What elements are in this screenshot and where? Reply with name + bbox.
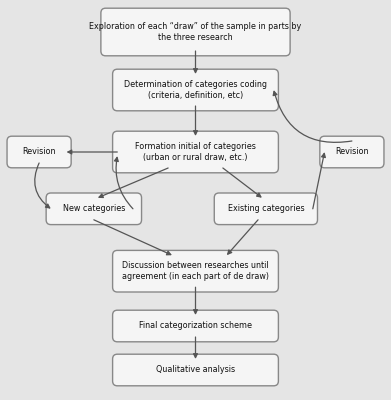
Text: Determination of categories coding
(criteria, definition, etc): Determination of categories coding (crit… bbox=[124, 80, 267, 100]
FancyBboxPatch shape bbox=[7, 136, 71, 168]
Text: Revision: Revision bbox=[22, 148, 56, 156]
FancyBboxPatch shape bbox=[113, 354, 278, 386]
FancyBboxPatch shape bbox=[113, 310, 278, 342]
Text: Discussion between researches until
agreement (in each part of de draw): Discussion between researches until agre… bbox=[122, 261, 269, 281]
FancyBboxPatch shape bbox=[320, 136, 384, 168]
Text: Formation initial of categories
(urban or rural draw, etc.): Formation initial of categories (urban o… bbox=[135, 142, 256, 162]
FancyBboxPatch shape bbox=[113, 250, 278, 292]
FancyBboxPatch shape bbox=[46, 193, 142, 225]
FancyBboxPatch shape bbox=[113, 131, 278, 173]
FancyBboxPatch shape bbox=[101, 8, 290, 56]
Text: Revision: Revision bbox=[335, 148, 369, 156]
Text: New categories: New categories bbox=[63, 204, 125, 213]
Text: Existing categories: Existing categories bbox=[228, 204, 304, 213]
Text: Exploration of each “draw” of the sample in parts by
the three research: Exploration of each “draw” of the sample… bbox=[90, 22, 301, 42]
Text: Final categorization scheme: Final categorization scheme bbox=[139, 322, 252, 330]
FancyBboxPatch shape bbox=[214, 193, 317, 225]
Text: Qualitative analysis: Qualitative analysis bbox=[156, 366, 235, 374]
FancyBboxPatch shape bbox=[113, 69, 278, 111]
